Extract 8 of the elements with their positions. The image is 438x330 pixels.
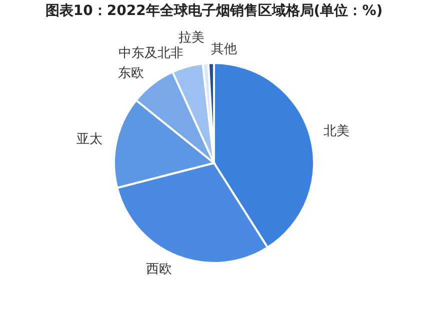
slice-label: 其他 [210, 42, 237, 58]
slice-label: 拉美 [178, 29, 204, 46]
slice-label: 北美 [323, 123, 350, 140]
slice-label: 东欧 [118, 66, 144, 81]
slice-label: 亚太 [76, 132, 103, 147]
slice-label: 西欧 [146, 262, 172, 277]
slice-label: 中东及北非 [118, 46, 184, 62]
chart-title: 图表10：2022年全球电子烟销售区域格局(单位：%) [45, 3, 383, 19]
